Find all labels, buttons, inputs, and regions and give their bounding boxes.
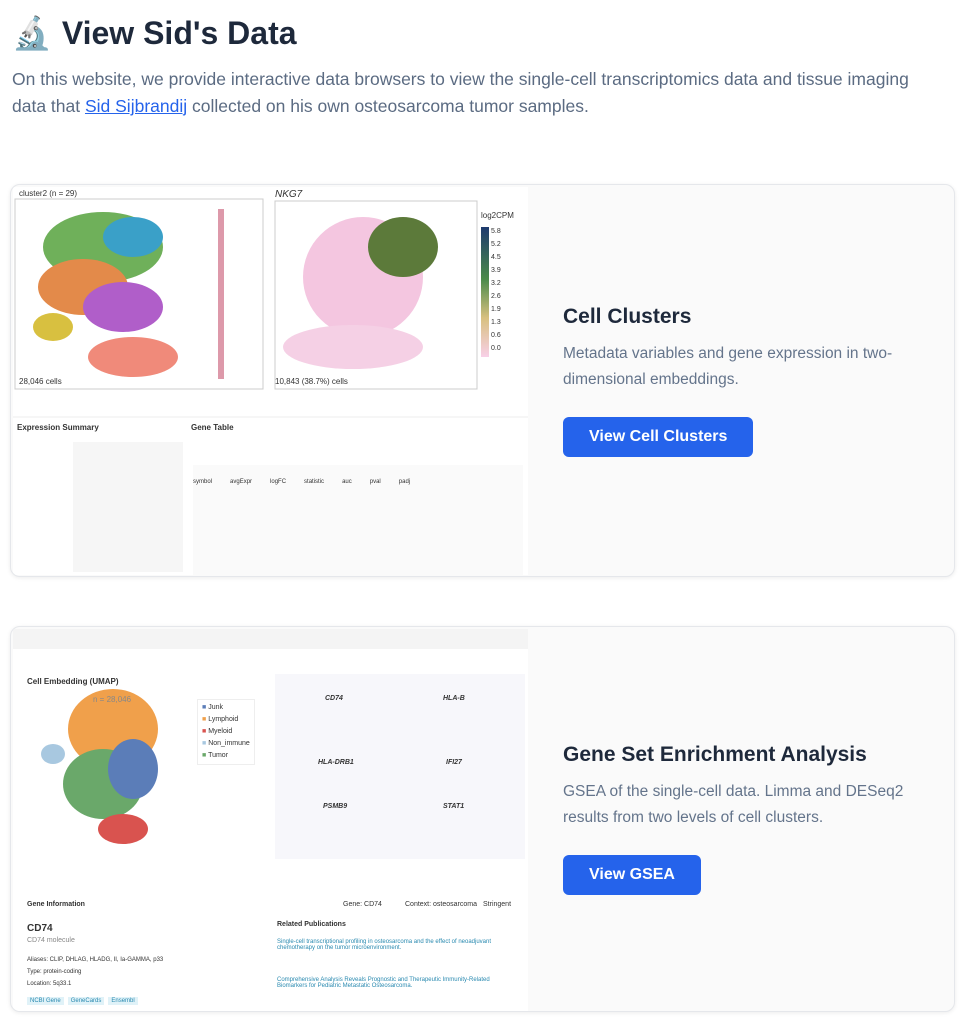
cell-clusters-preview-image: cluster2 (n = 29) NKG7 log2CPM 5.8 5.2 4.5… (13, 187, 528, 575)
gene-table-header: symbol avgExpr logFC statistic auc pval padj (193, 479, 411, 485)
view-gsea-button[interactable]: View GSEA (563, 855, 701, 895)
card-description: GSEA of the single-cell data. Limma and … (563, 783, 904, 826)
colorbar-ticks: 5.8 5.2 4.5 3.9 3.2 2.6 1.9 1.3 0.6 0.0 (491, 228, 501, 352)
view-cell-clusters-button[interactable]: View Cell Clusters (563, 417, 754, 457)
card-description: Metadata variables and gene expression i… (563, 345, 893, 388)
embedding-legend: ■ Junk ■ Lymphoid ■ Myeloid ■ Non_immune… (197, 699, 255, 765)
gsea-card[interactable]: Cell Embedding (UMAP) n = 28,046 ■ Junk … (10, 626, 955, 1012)
cell-clusters-info: Cell Clusters Metadata variables and gen… (563, 305, 943, 457)
card-title: Gene Set Enrichment Analysis (563, 743, 867, 766)
card-title: Cell Clusters (563, 305, 692, 328)
gsea-preview-image: Cell Embedding (UMAP) n = 28,046 ■ Junk … (13, 629, 528, 1011)
page-title: 🔬 View Sid's Data (12, 14, 297, 52)
preview-plots (13, 629, 528, 859)
gsea-info: Gene Set Enrichment Analysis GSEA of the… (563, 743, 943, 895)
microscope-icon: 🔬 (12, 15, 52, 51)
gene-links: NCBI Gene GeneCards Ensembl (27, 997, 138, 1005)
preview-plots (13, 198, 528, 575)
cell-clusters-card[interactable]: cluster2 (n = 29) NKG7 log2CPM 5.8 5.2 4.5… (10, 184, 955, 577)
sid-sijbrandij-link[interactable]: Sid Sijbrandij (84, 96, 188, 116)
intro-text: On this website, we provide interactive … (12, 69, 909, 116)
